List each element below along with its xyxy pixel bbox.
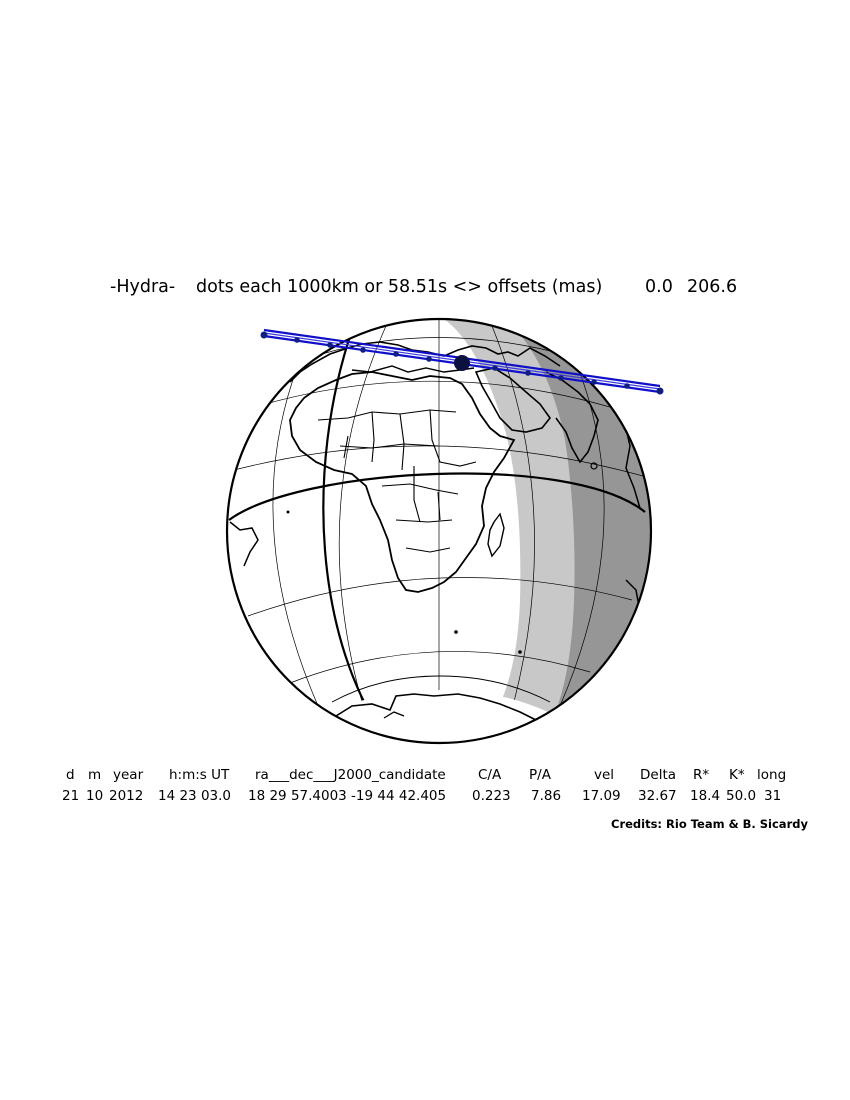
col-vel: vel <box>594 767 614 783</box>
col-d: d <box>66 767 75 783</box>
track-dot <box>624 383 630 389</box>
col-time: h:m:s UT <box>169 767 230 783</box>
antarctica-fill <box>330 690 548 742</box>
track-dots <box>260 331 664 395</box>
sri-lanka <box>590 462 598 470</box>
val-ca: 0.223 <box>472 788 511 804</box>
antarctica-coast <box>335 693 541 723</box>
val-long: 31 <box>764 788 781 804</box>
island <box>454 630 458 634</box>
val-delta: 32.67 <box>638 788 677 804</box>
col-m: m <box>88 767 101 783</box>
track-dot <box>525 370 531 376</box>
track-dot <box>426 356 432 362</box>
track-dot <box>492 365 498 371</box>
col-pa: P/A <box>529 767 552 783</box>
val-m: 10 <box>86 788 103 804</box>
table-values: 21 10 2012 14 23 03.0 18 29 57.4003 -19 … <box>62 788 781 804</box>
val-vel: 17.09 <box>582 788 621 804</box>
south-america-edge <box>229 521 259 567</box>
table-header: d m year h:m:s UT ra___dec___J2000_candi… <box>66 767 786 783</box>
arabia <box>474 367 552 433</box>
track-dot <box>558 375 564 381</box>
shadow-track <box>260 328 664 395</box>
globe <box>225 317 653 745</box>
val-time: 14 23 03.0 <box>158 788 231 804</box>
title-object: -Hydra- <box>110 277 175 297</box>
equator <box>228 472 646 521</box>
track-dot <box>294 337 300 343</box>
title-offset-ra: 0.0 <box>645 277 673 297</box>
track-dot <box>591 379 597 385</box>
africa-outline <box>289 371 516 593</box>
island <box>518 650 522 654</box>
col-delta: Delta <box>640 767 676 783</box>
col-year: year <box>113 767 144 783</box>
col-ra-dec: ra___dec___J2000_candidate <box>255 767 446 783</box>
track-dot <box>393 351 399 357</box>
track-dot <box>327 342 333 348</box>
col-long: long <box>757 767 786 783</box>
mediterranean-coast <box>351 365 475 373</box>
island <box>286 510 290 514</box>
track-dot <box>260 331 268 339</box>
track-dot <box>656 387 664 395</box>
col-ca: C/A <box>478 767 502 783</box>
antarctic-circle <box>331 675 551 703</box>
col-rstar: R* <box>693 767 709 783</box>
title-offset-dec: 206.6 <box>687 277 737 297</box>
africa-borders <box>317 409 477 553</box>
closest-approach-dot <box>454 355 470 371</box>
val-kstar: 50.0 <box>726 788 756 804</box>
val-rstar: 18.4 <box>690 788 720 804</box>
val-pa: 7.86 <box>531 788 561 804</box>
india-outline <box>545 371 599 464</box>
val-d: 21 <box>62 788 79 804</box>
credits: Credits: Rio Team & B. Sicardy <box>611 817 808 831</box>
title-description: dots each 1000km or 58.51s <> offsets (m… <box>196 277 602 297</box>
val-ra-dec: 18 29 57.4003 -19 44 42.405 <box>248 788 446 804</box>
map-title: -Hydra- dots each 1000km or 58.51s <> of… <box>110 277 737 297</box>
track-dot <box>360 347 366 353</box>
col-kstar: K* <box>729 767 745 783</box>
zero-meridian <box>322 329 389 743</box>
madagascar <box>487 512 505 558</box>
val-year: 2012 <box>109 788 143 804</box>
globe-limb <box>225 317 653 745</box>
antarctic-peninsula <box>383 711 405 719</box>
